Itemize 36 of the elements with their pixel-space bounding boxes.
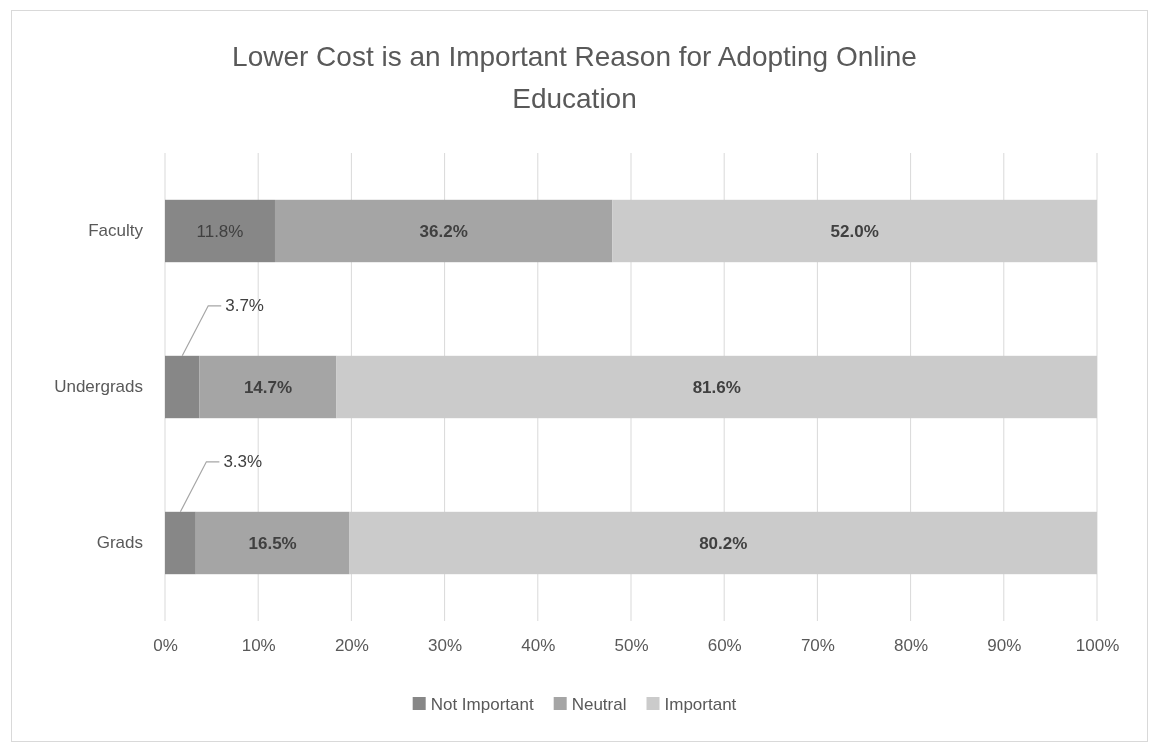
x-tick-label: 90% xyxy=(987,636,1022,656)
data-label: 11.8% xyxy=(196,221,244,241)
legend-label: Important xyxy=(664,694,737,714)
legend-label: Not Important xyxy=(430,694,534,714)
x-tick-label: 60% xyxy=(707,636,742,656)
legend-label: Neutral xyxy=(571,694,627,714)
bar xyxy=(336,355,1097,419)
bar xyxy=(612,199,1097,263)
bar xyxy=(165,355,200,419)
x-tick-label: 30% xyxy=(428,636,463,656)
data-label: 81.6% xyxy=(692,377,741,397)
y-tick-label: Undergrads xyxy=(54,377,143,397)
x-tick-label: 40% xyxy=(521,636,556,656)
bar xyxy=(199,355,337,419)
y-tick-label: Grads xyxy=(96,533,143,553)
chart-title: Lower Cost is an Important Reason for Adopting Online Education xyxy=(232,41,917,114)
bar xyxy=(165,199,275,263)
bar xyxy=(349,511,1097,575)
bar xyxy=(274,199,613,263)
bar xyxy=(195,511,350,575)
x-tick-label: 100% xyxy=(1075,636,1120,656)
data-label: 80.2% xyxy=(699,533,748,553)
x-tick-label: 0% xyxy=(153,636,178,656)
y-tick-label: Faculty xyxy=(88,221,144,241)
x-tick-label: 50% xyxy=(614,636,649,656)
data-label: 14.7% xyxy=(243,377,293,397)
data-label: 3.3% xyxy=(223,452,263,472)
x-tick-label: 20% xyxy=(334,636,369,656)
x-tick-label: 10% xyxy=(241,636,276,656)
data-label: 3.7% xyxy=(225,296,264,316)
x-tick-label: 70% xyxy=(800,636,835,656)
data-label: 36.2% xyxy=(419,221,468,241)
bar xyxy=(165,511,196,575)
data-label: 52.0% xyxy=(830,221,879,241)
data-label: 16.5% xyxy=(248,533,297,553)
x-tick-label: 80% xyxy=(894,636,929,656)
